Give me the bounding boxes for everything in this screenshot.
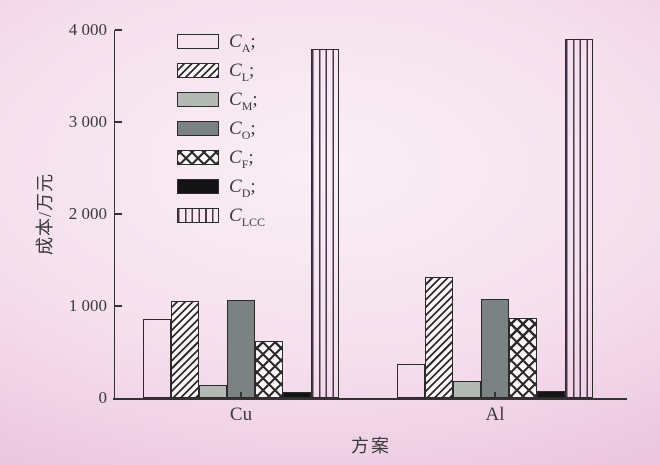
y-tick-mark <box>115 213 122 215</box>
bar-cu-c_l <box>171 301 199 398</box>
legend-item-c_a: CA; <box>177 27 265 56</box>
legend-swatch-c_l <box>177 63 219 78</box>
legend-swatch-c_d <box>177 179 219 194</box>
bar-cu-c_d <box>283 392 311 398</box>
y-tick-mark <box>115 305 122 307</box>
bar-al-c_o <box>481 298 509 398</box>
legend: CA; CL; CM; CO; CF; CD; CLCC <box>177 27 265 230</box>
legend-item-c_l: CL; <box>177 56 265 85</box>
bar-cu-c_o <box>227 300 255 398</box>
bar-cu-c_lcc <box>311 49 339 398</box>
bar-al-c_f <box>509 317 537 398</box>
legend-item-c_lcc: CLCC <box>177 201 265 230</box>
legend-label-c_lcc: CLCC <box>229 204 266 229</box>
y-tick-label: 2 000 <box>68 204 107 223</box>
legend-item-c_f: CF; <box>177 143 265 172</box>
bar-al-c_m <box>453 381 481 398</box>
category-label-cu: Cu <box>229 404 253 425</box>
x-tick-mark <box>240 392 242 398</box>
bar-al-c_d <box>537 390 565 398</box>
bar-cu-c_m <box>199 385 227 398</box>
bar-al-c_a <box>397 363 425 398</box>
legend-swatch-c_m <box>177 92 219 107</box>
bar-al-c_lcc <box>565 39 593 398</box>
legend-label-c_f: CF; <box>229 146 254 171</box>
legend-label-c_l: CL; <box>229 59 255 84</box>
y-tick-label: 3 000 <box>68 112 107 131</box>
legend-label-c_a: CA; <box>229 30 256 55</box>
bar-cu-c_a <box>143 318 171 398</box>
x-tick-mark <box>494 392 496 398</box>
y-tick-label: 0 <box>98 388 108 407</box>
legend-swatch-c_o <box>177 121 219 136</box>
y-tick-mark <box>115 121 122 123</box>
y-tick-label: 1 000 <box>68 296 107 315</box>
x-axis-line <box>113 398 627 400</box>
y-tick-label: 4 000 <box>68 20 107 39</box>
legend-item-c_d: CD; <box>177 172 265 201</box>
x-axis-title: 方案 <box>351 436 391 456</box>
legend-item-c_m: CM; <box>177 85 265 114</box>
legend-swatch-c_a <box>177 34 219 49</box>
category-label-al: Al <box>485 404 505 425</box>
bar-al-c_l <box>425 276 453 398</box>
legend-label-c_m: CM; <box>229 88 258 113</box>
y-tick-mark <box>115 29 122 31</box>
y-axis-line <box>113 30 115 400</box>
legend-label-c_o: CO; <box>229 117 256 142</box>
legend-swatch-c_f <box>177 150 219 165</box>
legend-label-c_d: CD; <box>229 175 256 200</box>
legend-item-c_o: CO; <box>177 114 265 143</box>
legend-swatch-c_lcc <box>177 208 219 223</box>
bar-cu-c_f <box>255 340 283 398</box>
